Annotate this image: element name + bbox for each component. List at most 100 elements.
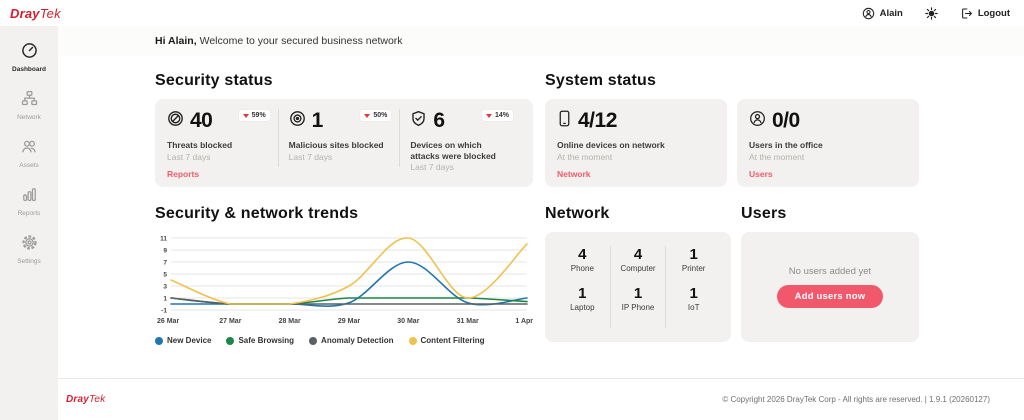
legend-item-safe-browsing: Safe Browsing <box>226 336 294 345</box>
svg-text:5: 5 <box>163 272 167 279</box>
account-button[interactable]: Alain <box>862 7 903 20</box>
stat-period: Last 7 days <box>167 151 211 162</box>
dashboard-content: Security status <box>58 56 1024 378</box>
sidebar-label: Assets <box>19 162 39 169</box>
device-count-laptop: 1 Laptop <box>570 285 594 312</box>
arrow-down-icon <box>242 113 249 118</box>
svg-text:30 Mar: 30 Mar <box>397 318 419 325</box>
draytek-logo: DrayTek <box>10 6 61 21</box>
svg-text:9: 9 <box>163 248 167 255</box>
legend-dot-icon <box>309 336 318 345</box>
system-status-title: System status <box>545 72 657 89</box>
sidebar-label: Reports <box>17 210 41 217</box>
sun-icon <box>925 6 938 20</box>
device-count-ip-phone: 1 IP Phone <box>622 285 655 312</box>
sidebar-item-reports[interactable]: Reports <box>0 182 58 221</box>
legend-label: Anomaly Detection <box>321 336 394 345</box>
legend-dot-icon <box>408 336 417 345</box>
logout-button[interactable]: Logout <box>960 7 1010 20</box>
topbar-actions: Alain <box>862 6 1010 20</box>
svg-text:28 Mar: 28 Mar <box>279 318 301 325</box>
device-count: 1 <box>689 285 698 302</box>
logo-dray: Dray <box>66 394 90 405</box>
greeting-text: Welcome to your secured business network <box>199 35 403 47</box>
dashboard-gauge-icon <box>21 42 38 64</box>
device-label: IoT <box>687 303 700 312</box>
legend-dot-icon <box>226 336 235 345</box>
svg-text:27 Mar: 27 Mar <box>219 318 241 325</box>
add-users-button[interactable]: Add users now <box>776 285 884 308</box>
stat-value: 0/0 <box>772 109 800 132</box>
sidebar-item-assets[interactable]: Assets <box>0 134 58 173</box>
sidebar-item-settings[interactable]: Settings <box>0 230 58 269</box>
trends-line-chart: -1 1 3 5 7 9 11 26 Mar 27 Mar 28 Mar 29 Mar 30 Mar 3… <box>157 236 533 326</box>
stat-value: 6 <box>433 109 445 132</box>
svg-text:26 Mar: 26 Mar <box>157 318 179 325</box>
device-label: IP Phone <box>621 303 655 312</box>
trends-section: Security & network trends -1 1 3 5 7 9 11 26 Ma… <box>155 205 533 345</box>
stat-period: Last 7 days <box>288 151 333 162</box>
legend-label: Content Filtering <box>420 336 485 345</box>
device-count-computer: 4 Computer <box>620 246 655 273</box>
stat-value: 40 <box>190 109 213 132</box>
network-link[interactable]: Network <box>557 169 591 179</box>
legend-item-content-filtering: Content Filtering <box>408 336 485 345</box>
smartphone-icon <box>557 110 572 132</box>
delta-badge: 59% <box>238 110 270 121</box>
settings-gear-icon <box>21 234 38 256</box>
blocked-circle-icon <box>167 110 184 132</box>
sidebar-label: Dashboard <box>12 66 46 73</box>
sidebar-label: Settings <box>17 258 41 265</box>
users-title: Users <box>741 205 787 222</box>
trends-title: Security & network trends <box>155 205 359 222</box>
reports-link[interactable]: Reports <box>167 169 200 179</box>
stat-malicious-sites: 1 50% Malicious sites blocked Last 7 day… <box>277 109 400 167</box>
stat-label: Users in the office <box>749 140 823 150</box>
legend-dot-icon <box>155 336 163 345</box>
security-status-card: 40 59% Threats blocked Last 7 days <box>155 99 533 187</box>
device-count-phone: 4 Phone <box>571 246 594 273</box>
device-count-printer: 1 Printer <box>682 246 706 273</box>
svg-text:11: 11 <box>160 236 167 243</box>
security-status-title: Security status <box>155 72 273 89</box>
stat-period: At the moment <box>749 151 805 162</box>
delta-value: 50% <box>373 112 388 119</box>
reports-barchart-icon <box>21 186 38 208</box>
users-link[interactable]: Users <box>749 169 773 179</box>
online-devices-card: 4/12 Online devices on network At the mo… <box>545 99 727 187</box>
malicious-site-icon <box>289 110 306 132</box>
stat-label: Threats blocked <box>167 140 233 150</box>
copyright-text: © Copyright 2026 DrayTek Corp - All righ… <box>722 395 990 404</box>
network-device-column: 1 Printer 1 IoT <box>665 246 721 328</box>
assets-people-icon <box>21 138 38 160</box>
top-bar: DrayTek Alain <box>0 0 1024 26</box>
stat-label: Online devices on network <box>557 140 665 150</box>
chart-legend: New Device Safe Browsing Anomaly Detection… <box>155 336 533 345</box>
svg-text:7: 7 <box>163 260 167 267</box>
delta-value: 59% <box>251 112 266 119</box>
footer-draytek-logo: DrayTek <box>66 394 105 405</box>
user-circle-icon <box>749 110 766 132</box>
theme-toggle-button[interactable] <box>925 6 938 20</box>
device-count: 4 <box>578 246 587 263</box>
network-device-column: 4 Phone 1 Laptop <box>555 246 610 328</box>
main-area: Hi Alain, Welcome to your secured busine… <box>58 26 1024 420</box>
sidebar-item-network[interactable]: Network <box>0 86 58 125</box>
users-empty-card: No users added yet Add users now <box>741 232 919 342</box>
logout-icon <box>960 7 973 20</box>
stat-label: Devices on which attacks were blocked <box>410 140 496 161</box>
device-count: 4 <box>633 246 643 263</box>
device-label: Printer <box>681 264 706 273</box>
device-count: 1 <box>689 246 698 263</box>
logo-tek: Tek <box>89 394 106 405</box>
svg-text:29 Mar: 29 Mar <box>338 318 360 325</box>
users-empty-text: No users added yet <box>788 266 872 277</box>
svg-text:-1: -1 <box>161 308 167 315</box>
greeting-name: Hi Alain, <box>155 35 197 47</box>
network-devices-card: 4 Phone 1 Laptop 4 Computer 1 IP Phone 1 Printer 1… <box>545 232 731 342</box>
shield-check-icon <box>410 110 427 132</box>
device-count-iot: 1 IoT <box>688 285 700 312</box>
sidebar-item-dashboard[interactable]: Dashboard <box>0 38 58 77</box>
account-label: Alain <box>879 7 903 19</box>
greeting-bar: Hi Alain, Welcome to your secured busine… <box>58 26 1024 56</box>
